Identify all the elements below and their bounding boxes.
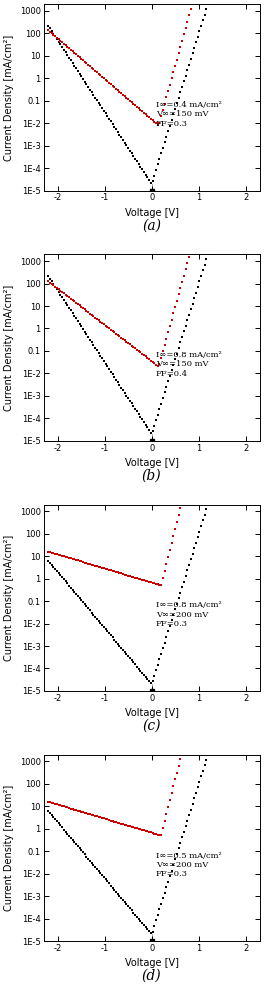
Text: I∞=0.4 mA/cm²
V∞=150 mV
FF=0.3: I∞=0.4 mA/cm² V∞=150 mV FF=0.3 [156,101,222,128]
Text: (a): (a) [142,218,161,232]
Y-axis label: Current Density [mA/cm²]: Current Density [mA/cm²] [4,534,14,661]
Text: (b): (b) [142,468,162,483]
Y-axis label: Current Density [mA/cm²]: Current Density [mA/cm²] [4,34,14,160]
Text: (c): (c) [142,719,161,733]
X-axis label: Voltage [V]: Voltage [V] [125,208,179,218]
X-axis label: Voltage [V]: Voltage [V] [125,958,179,968]
X-axis label: Voltage [V]: Voltage [V] [125,708,179,718]
Text: I∞=0.8 mA/cm²
V∞=200 mV
FF=0.3: I∞=0.8 mA/cm² V∞=200 mV FF=0.3 [156,601,222,628]
Y-axis label: Current Density [mA/cm²]: Current Density [mA/cm²] [4,284,14,410]
Text: (d): (d) [142,969,162,983]
Text: I∞=0.8 mA/cm²
V∞=150 mV
FF=0.4: I∞=0.8 mA/cm² V∞=150 mV FF=0.4 [156,351,222,378]
Y-axis label: Current Density [mA/cm²]: Current Density [mA/cm²] [4,785,14,911]
Text: I∞=0.5 mA/cm²
V∞=200 mV
FF=0.3: I∞=0.5 mA/cm² V∞=200 mV FF=0.3 [156,851,222,878]
X-axis label: Voltage [V]: Voltage [V] [125,459,179,468]
